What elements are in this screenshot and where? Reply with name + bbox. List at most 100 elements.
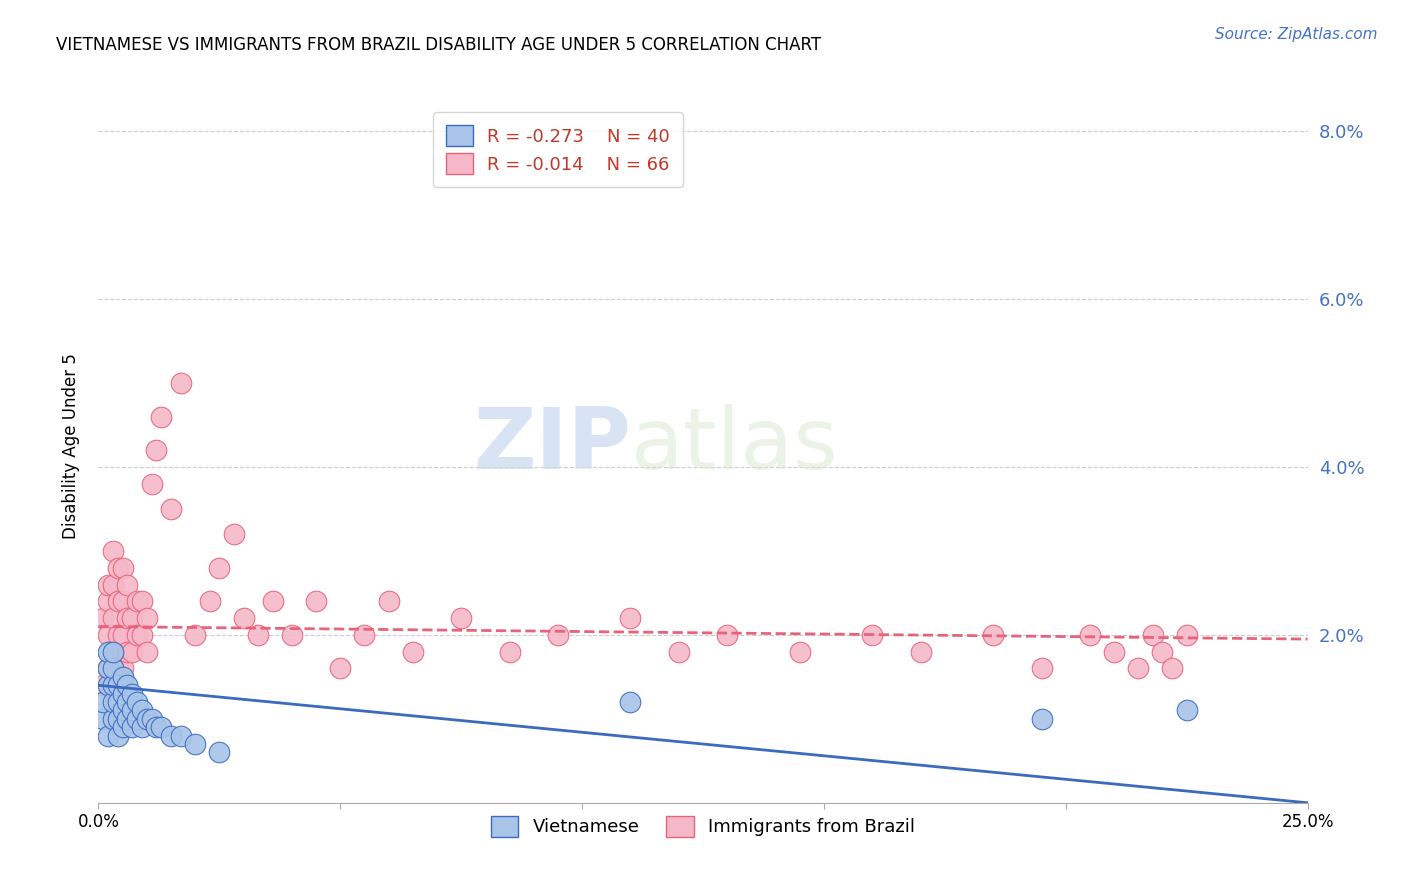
Point [97,729,120,743]
Point [111,687,134,701]
Text: atlas: atlas [630,404,838,488]
Point [111,594,134,608]
Point [1128,661,1150,675]
Point [184,737,207,751]
Point [547,628,569,642]
Point [262,594,284,608]
Point [377,594,399,608]
Point [107,628,129,642]
Point [1031,661,1053,675]
Point [145,443,167,458]
Point [97,645,120,659]
Point [169,729,191,743]
Point [135,611,157,625]
Point [101,645,124,659]
Point [131,628,153,642]
Point [668,645,690,659]
Point [107,712,129,726]
Point [141,476,163,491]
Point [131,594,153,608]
Point [107,695,129,709]
Point [150,720,173,734]
Point [97,628,120,642]
Point [111,670,134,684]
Point [117,712,139,726]
Point [91,712,114,726]
Point [1102,645,1125,659]
Point [1152,645,1174,659]
Point [121,611,143,625]
Point [127,594,149,608]
Point [91,678,114,692]
Point [131,703,153,717]
Point [101,678,124,692]
Point [716,628,738,642]
Point [789,645,811,659]
Point [101,695,124,709]
Point [860,628,883,642]
Point [121,703,143,717]
Point [97,577,120,591]
Point [121,720,143,734]
Text: ZIP: ZIP [472,404,630,488]
Point [111,661,134,675]
Point [107,661,129,675]
Point [127,628,149,642]
Point [97,678,120,692]
Point [97,661,120,675]
Y-axis label: Disability Age Under 5: Disability Age Under 5 [62,353,80,539]
Point [117,678,139,692]
Point [111,720,134,734]
Point [127,695,149,709]
Point [101,661,124,675]
Point [184,628,207,642]
Point [329,661,352,675]
Point [160,502,183,516]
Point [145,720,167,734]
Point [1078,628,1101,642]
Point [402,645,425,659]
Point [121,645,143,659]
Point [450,611,472,625]
Point [91,611,114,625]
Point [160,729,183,743]
Point [281,628,304,642]
Point [107,678,129,692]
Point [619,611,641,625]
Point [117,611,139,625]
Point [1175,703,1198,717]
Point [1031,712,1053,726]
Point [498,645,520,659]
Point [117,645,139,659]
Point [222,527,245,541]
Point [101,678,124,692]
Point [232,611,254,625]
Point [1142,628,1164,642]
Point [121,687,143,701]
Point [111,560,134,574]
Text: VIETNAMESE VS IMMIGRANTS FROM BRAZIL DISABILITY AGE UNDER 5 CORRELATION CHART: VIETNAMESE VS IMMIGRANTS FROM BRAZIL DIS… [56,36,821,54]
Legend: Vietnamese, Immigrants from Brazil: Vietnamese, Immigrants from Brazil [484,808,922,844]
Point [111,703,134,717]
Point [117,577,139,591]
Point [127,712,149,726]
Point [101,577,124,591]
Point [101,611,124,625]
Point [91,695,114,709]
Text: Source: ZipAtlas.com: Source: ZipAtlas.com [1215,27,1378,42]
Point [1175,628,1198,642]
Point [135,712,157,726]
Point [305,594,328,608]
Point [101,645,124,659]
Point [107,729,129,743]
Point [141,712,163,726]
Point [1161,661,1184,675]
Point [150,409,173,424]
Point [247,628,270,642]
Point [111,628,134,642]
Point [169,376,191,390]
Point [198,594,221,608]
Point [97,594,120,608]
Point [135,645,157,659]
Point [208,560,231,574]
